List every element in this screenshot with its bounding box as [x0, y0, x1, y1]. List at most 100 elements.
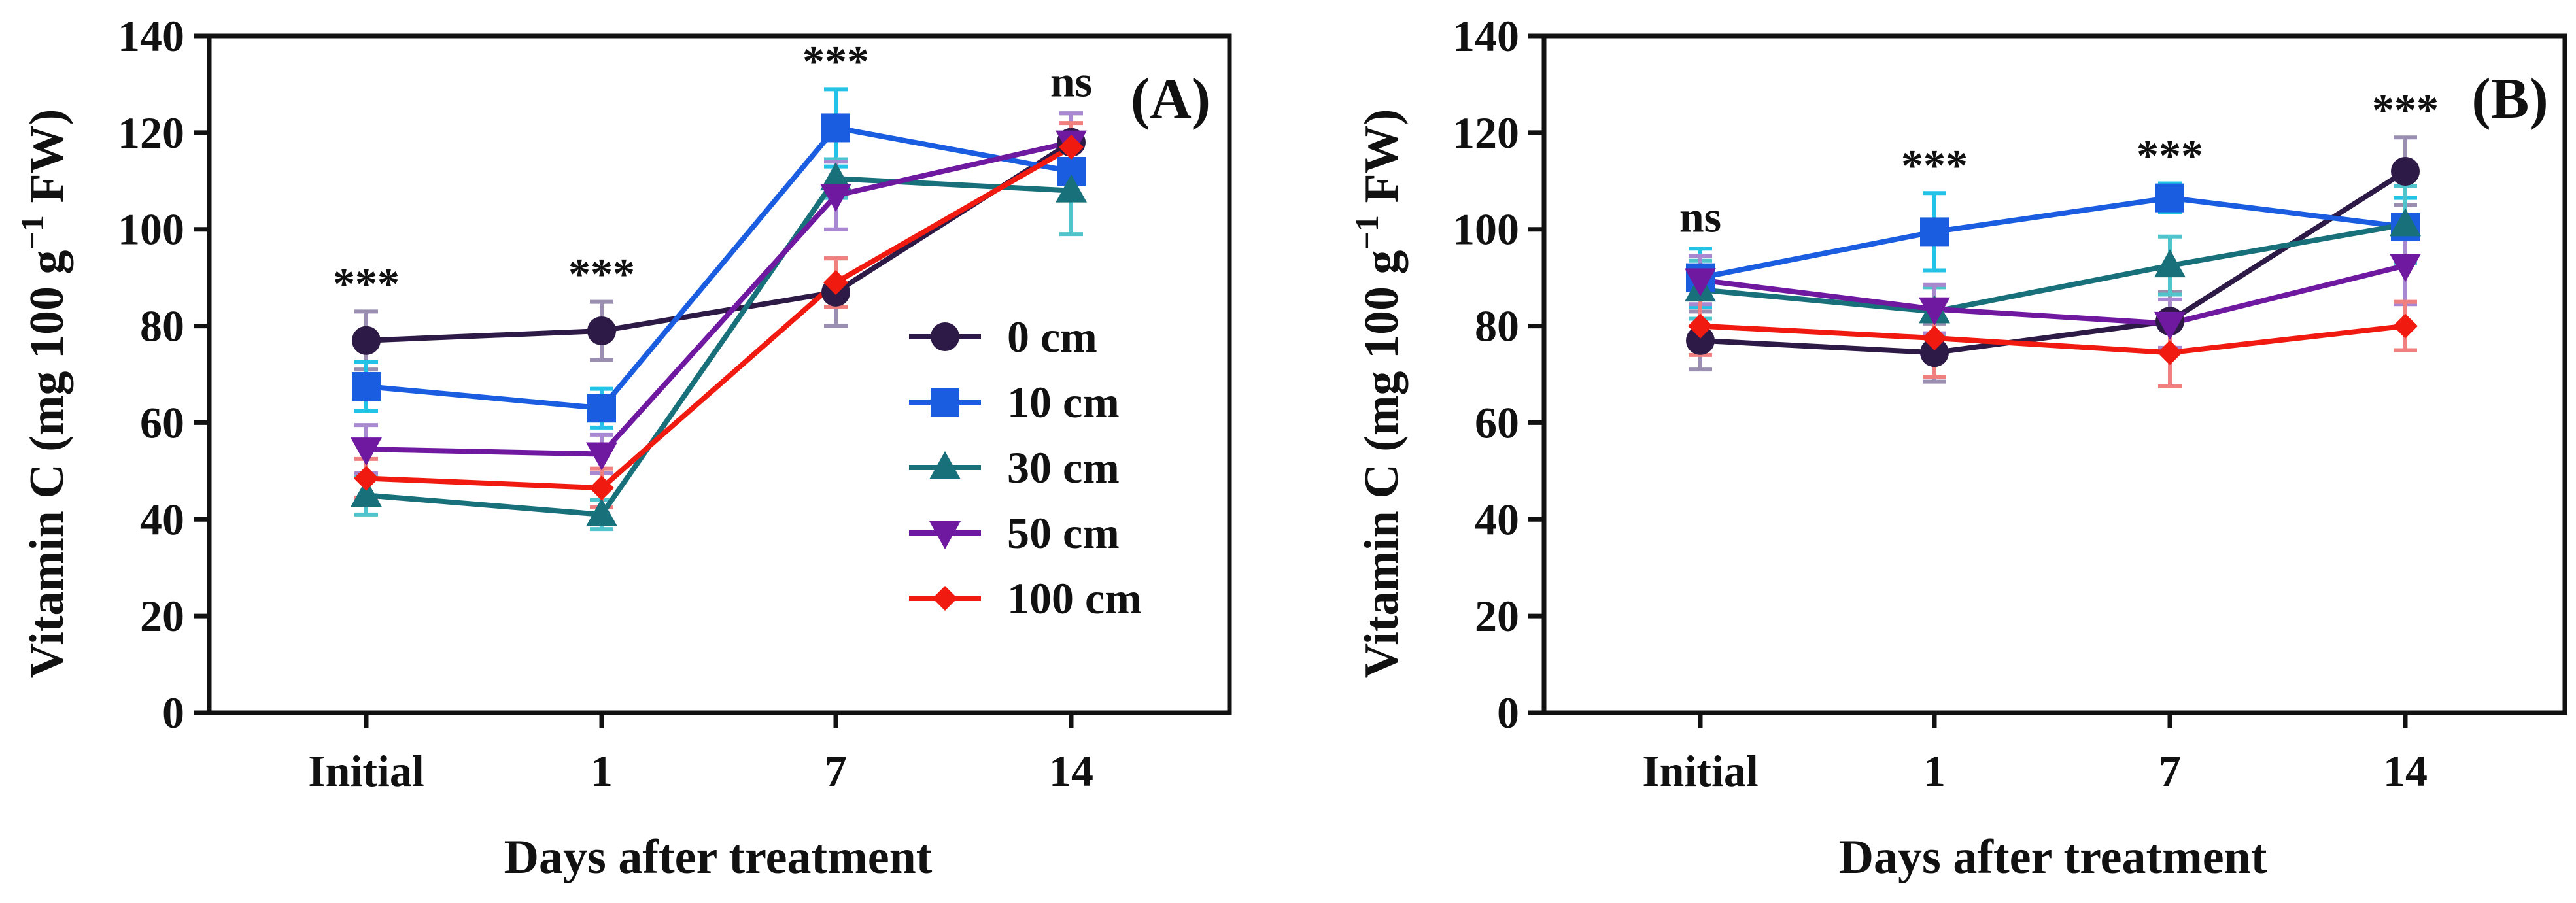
- panel-b-point-50cm: [1919, 297, 1950, 326]
- legend-marker: [929, 521, 961, 549]
- panel-a-xtick-label: 14: [1049, 746, 1093, 796]
- panel-b-point-10cm: [1920, 217, 1949, 247]
- panel-b-point-0cm: [1686, 326, 1715, 355]
- panel-a-point-30cm: [1056, 174, 1087, 203]
- panel-a-xtick-label: 7: [825, 746, 847, 796]
- panel-b-ylabel-tail: FW): [1355, 109, 1409, 215]
- panel-a-point-10cm: [352, 371, 381, 401]
- legend-marker: [929, 451, 961, 479]
- panel-b-ytick-label: 60: [1475, 398, 1519, 447]
- panel-b-point-100cm: [1688, 313, 1713, 339]
- panel-a-ytick-label: 120: [118, 108, 184, 158]
- panel-a-ylabel-main: Vitamin C (mg 100 g: [20, 250, 74, 678]
- panel-b-label: (B): [2471, 67, 2548, 131]
- panel-a-ytick-label: 20: [140, 591, 184, 641]
- panel-a-xtick-label: Initial: [308, 746, 424, 796]
- panel-b-ylabel-sup: −1: [1348, 215, 1385, 250]
- panel-a: Days after treatment Vitamin C (mg 100 g…: [14, 11, 1232, 884]
- panel-b-ytick-label: 120: [1452, 108, 1519, 158]
- panel-a-point-0cm: [587, 316, 616, 345]
- panel-a-series-line-30cm: [366, 176, 1072, 517]
- panel-b-ylabel-main: Vitamin C (mg 100 g: [1355, 250, 1409, 678]
- panel-a-xlabel: Days after treatment: [504, 830, 933, 884]
- panel-b-significance-label: ns: [1679, 192, 1721, 241]
- panel-a-ytick-label: 80: [140, 301, 184, 351]
- legend-label: 10 cm: [1007, 377, 1120, 427]
- panel-b-series-line-30cm: [1700, 222, 2406, 315]
- panel-b-ytick-label: 140: [1452, 11, 1519, 61]
- panel-a-point-10cm: [587, 394, 616, 423]
- panel-b-ylabel: Vitamin C (mg 100 g−1 FW): [1348, 109, 1409, 679]
- panel-b-point-30cm: [2390, 208, 2421, 237]
- panel-a-point-50cm: [820, 183, 851, 212]
- panel-b-plot-frame: [1541, 33, 2567, 715]
- panel-a-point-30cm: [351, 479, 382, 507]
- panel-a-ytick-label: 0: [162, 688, 184, 738]
- panel-a-point-30cm: [820, 162, 851, 191]
- panel-a-significance-label: ***: [802, 36, 869, 86]
- panel-b-point-100cm: [2393, 313, 2418, 339]
- panel-b-point-100cm: [2157, 340, 2182, 366]
- legend-item: 100 cm: [909, 573, 1142, 623]
- panel-b-significance-label: ***: [1901, 140, 1968, 190]
- panel-b-point-0cm: [1920, 338, 1949, 367]
- panel-b-significance-label: ***: [2372, 84, 2439, 134]
- panel-a-point-50cm: [351, 437, 382, 466]
- panel-b-xtick-label: Initial: [1642, 746, 1759, 796]
- panel-b-point-100cm: [1922, 326, 1947, 351]
- panel-a-point-50cm: [586, 442, 617, 471]
- panel-a-point-100cm: [589, 475, 614, 501]
- panel-a-point-10cm: [821, 113, 850, 143]
- panel-b-ytick-label: 0: [1497, 688, 1519, 738]
- legend-label: 0 cm: [1007, 312, 1097, 362]
- panel-b: Days after treatment Vitamin C (mg 100 g…: [1348, 11, 2567, 884]
- panel-a-ytick-label: 40: [140, 494, 184, 544]
- panel-b-point-50cm: [1685, 268, 1716, 297]
- panel-a-ytick-label: 60: [140, 398, 184, 447]
- panel-a-series-line-10cm: [366, 125, 1072, 411]
- legend: 0 cm 10 cm 30 cm 50 cm 100 cm: [909, 312, 1142, 623]
- panel-b-ytick-label: 20: [1475, 591, 1519, 641]
- panel-b-series-line-0cm: [1700, 169, 2407, 356]
- panel-a-significance-label: ***: [568, 249, 635, 299]
- panel-a-ylabel: Vitamin C (mg 100 g−1 FW): [14, 109, 74, 679]
- panel-a-plot-frame: [207, 33, 1232, 715]
- panel-b-series-line-10cm: [1700, 195, 2406, 281]
- panel-b-point-50cm: [2154, 311, 2186, 340]
- panel-b-ytick-label: 80: [1475, 301, 1519, 351]
- panel-b-series-line-100cm: [1700, 323, 2406, 356]
- panel-b-point-30cm: [2154, 249, 2186, 278]
- panel-b-point-10cm: [2155, 183, 2184, 213]
- legend-marker: [933, 586, 957, 611]
- panel-a-ylabel-sup: −1: [14, 215, 50, 250]
- legend-label: 100 cm: [1007, 573, 1142, 623]
- panel-b-point-0cm: [2391, 157, 2420, 186]
- panel-a-xtick-label: 1: [591, 746, 613, 796]
- legend-item: 10 cm: [909, 377, 1120, 427]
- panel-a-point-100cm: [1059, 135, 1084, 160]
- panel-a-ylabel-tail: FW): [20, 109, 74, 215]
- panel-b-xtick-label: 7: [2159, 746, 2181, 796]
- panel-b-ytick-label: 40: [1475, 494, 1519, 544]
- panel-a-ytick-label: 100: [118, 205, 184, 254]
- panel-b-ytick-label: 100: [1452, 205, 1519, 254]
- legend-item: 30 cm: [909, 443, 1120, 492]
- panel-b-point-50cm: [2390, 254, 2421, 282]
- panel-a-point-100cm: [823, 270, 848, 296]
- panel-a-series-line-0cm: [366, 140, 1073, 343]
- legend-marker: [931, 388, 959, 417]
- panel-a-significance-label: ***: [333, 258, 400, 308]
- panel-a-point-100cm: [354, 466, 379, 491]
- panel-b-xlabel: Days after treatment: [1839, 830, 2267, 884]
- legend-marker: [931, 322, 959, 351]
- legend-label: 30 cm: [1007, 443, 1120, 492]
- legend-item: 0 cm: [909, 312, 1097, 362]
- legend-item: 50 cm: [909, 508, 1120, 558]
- panel-a-series-line-50cm: [366, 139, 1072, 457]
- panel-b-xtick-label: 1: [1923, 746, 1946, 796]
- legend-label: 50 cm: [1007, 508, 1120, 558]
- panel-a-significance-label: ns: [1050, 56, 1092, 106]
- panel-a-point-30cm: [586, 498, 617, 526]
- panel-a-ytick-label: 140: [118, 11, 184, 61]
